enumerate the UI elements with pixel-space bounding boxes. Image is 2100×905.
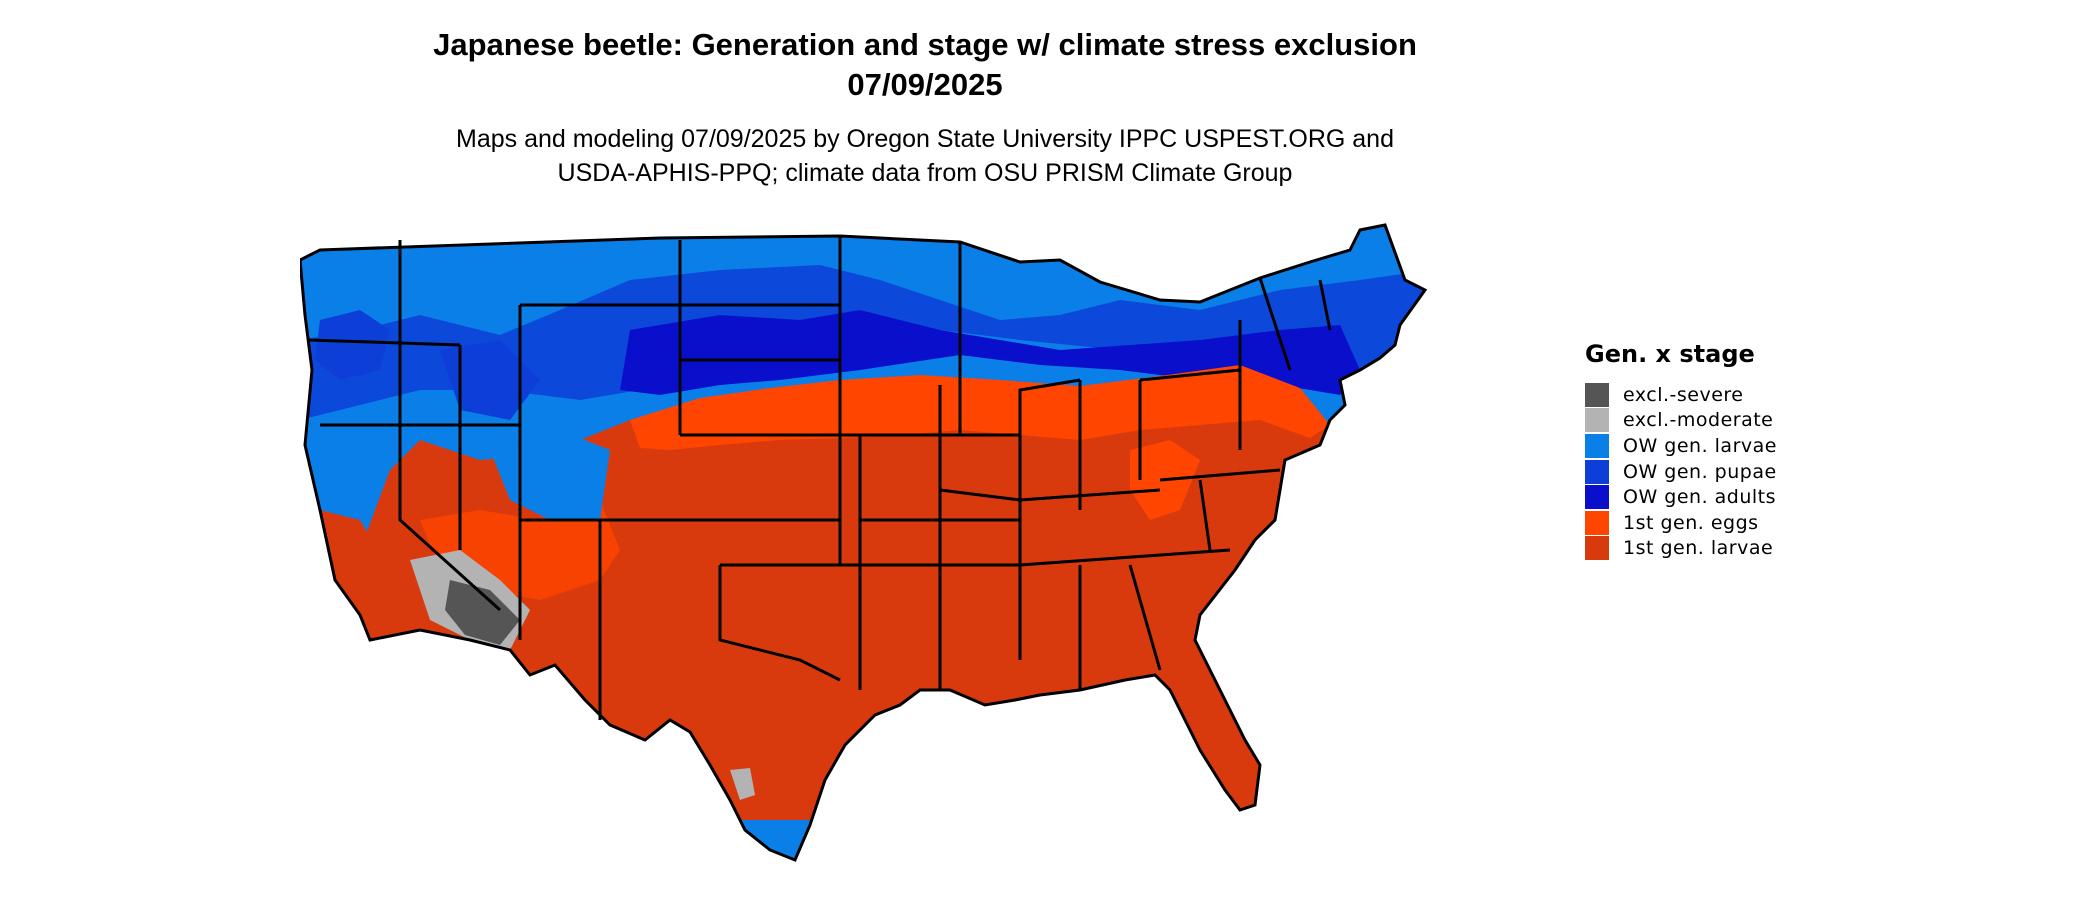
region-south-texas-excl <box>730 768 755 800</box>
legend-label: OW gen. adults <box>1623 486 1777 509</box>
legend-item: 1st gen. eggs <box>1585 510 1845 536</box>
region-excl-severe <box>445 580 520 645</box>
legend-label: 1st gen. eggs <box>1623 511 1759 534</box>
legend-swatch <box>1585 485 1609 510</box>
legend-swatch <box>1585 382 1609 407</box>
legend-label: 1st gen. larvae <box>1623 537 1774 560</box>
legend-swatch <box>1585 408 1609 433</box>
map-date: 07/09/2025 <box>847 67 1003 102</box>
legend-title: Gen. x stage <box>1585 340 1755 368</box>
legend-swatch <box>1585 536 1609 561</box>
legend-swatch <box>1585 433 1609 458</box>
legend-label: OW gen. pupae <box>1623 460 1777 483</box>
region-1st-gen-eggs <box>630 365 1330 450</box>
legend-label: OW gen. larvae <box>1623 434 1777 457</box>
legend-swatch <box>1585 459 1609 484</box>
legend-item: OW gen. larvae <box>1585 433 1845 459</box>
region-rockies-pupae <box>440 340 540 420</box>
region-west-pupae <box>315 310 390 380</box>
map-subtitle-line1: Maps and modeling 07/09/2025 by Oregon S… <box>456 125 1394 153</box>
legend-label: excl.-moderate <box>1623 409 1774 432</box>
region-ow-adults <box>620 310 1360 395</box>
legend-label: excl.-severe <box>1623 383 1744 406</box>
legend-item: OW gen. pupae <box>1585 459 1845 485</box>
legend-item: 1st gen. larvae <box>1585 536 1845 562</box>
state-borders <box>298 223 1428 862</box>
legend-item: OW gen. adults <box>1585 484 1845 510</box>
us-map <box>298 220 1580 900</box>
map-subtitle-line2: USDA-APHIS-PPQ; climate data from OSU PR… <box>557 159 1293 187</box>
legend-item: excl.-moderate <box>1585 408 1845 434</box>
legend-item: excl.-severe <box>1585 382 1845 408</box>
legend-swatch <box>1585 510 1609 535</box>
legend: Gen. x stage excl.-severe excl.-moderate O… <box>1585 340 1845 561</box>
region-california-larvae <box>320 510 420 640</box>
map-title: Japanese beetle: Generation and stage w/… <box>433 27 1417 62</box>
